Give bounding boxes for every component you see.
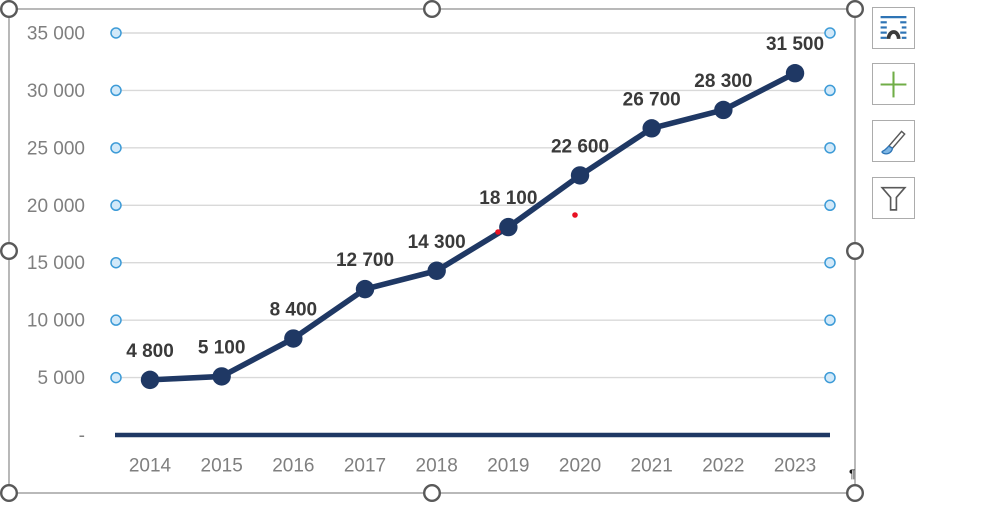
- data-point-marker[interactable]: [140, 370, 160, 390]
- data-point-marker[interactable]: [570, 166, 590, 185]
- resize-handle-middle-right[interactable]: [846, 241, 865, 260]
- data-point-marker[interactable]: [642, 119, 661, 138]
- red-dot: [572, 212, 578, 218]
- x-axis-tick-label[interactable]: 2020: [559, 456, 601, 477]
- data-point-marker[interactable]: [355, 279, 375, 299]
- resize-handle-bottom-left[interactable]: [0, 484, 18, 502]
- resize-handle-top-left[interactable]: [0, 0, 18, 18]
- data-point-marker[interactable]: [499, 217, 518, 237]
- data-point-marker[interactable]: [212, 367, 231, 386]
- data-point-marker[interactable]: [427, 261, 446, 280]
- x-axis-tick-label[interactable]: 2014: [129, 456, 172, 477]
- gridline-selection-handle[interactable]: [824, 371, 836, 384]
- data-label[interactable]: 5 100: [198, 337, 246, 358]
- gridline-selection-handle[interactable]: [824, 142, 836, 154]
- data-label[interactable]: 14 300: [408, 232, 466, 253]
- resize-handle-top-center[interactable]: [423, 0, 441, 18]
- resize-handle-bottom-center[interactable]: [423, 484, 442, 503]
- y-axis-tick-label[interactable]: 30 000: [27, 81, 85, 102]
- chart-styles-button[interactable]: [872, 120, 915, 162]
- gridline-selection-handle[interactable]: [110, 199, 122, 212]
- x-axis-tick-label[interactable]: 2019: [487, 456, 529, 477]
- y-axis-tick-label[interactable]: 5 000: [37, 368, 85, 389]
- gridline-selection-handle[interactable]: [110, 27, 122, 39]
- chart-elements-button[interactable]: [872, 63, 915, 105]
- data-label[interactable]: 26 700: [623, 89, 681, 110]
- gridline-selection-handle[interactable]: [110, 84, 122, 97]
- data-label[interactable]: 8 400: [270, 300, 318, 321]
- layout-options-button[interactable]: [872, 7, 915, 49]
- gridline-selection-handle[interactable]: [824, 256, 836, 269]
- y-axis-tick-label[interactable]: 25 000: [27, 138, 85, 159]
- x-axis-tick-label[interactable]: 2015: [201, 456, 243, 477]
- y-axis-tick-label[interactable]: 20 000: [27, 196, 85, 217]
- paragraph-mark: ¶: [849, 467, 856, 481]
- x-axis-tick-label[interactable]: 2022: [702, 456, 744, 477]
- gridline-selection-handle[interactable]: [110, 256, 122, 269]
- gridline-selection-handle[interactable]: [110, 371, 122, 384]
- gridline-selection-handle[interactable]: [110, 142, 122, 154]
- resize-handle-top-right[interactable]: [846, 0, 864, 18]
- gridline-selection-handle[interactable]: [824, 199, 836, 212]
- data-point-marker[interactable]: [284, 329, 303, 348]
- x-axis-tick-label[interactable]: 2017: [344, 456, 386, 477]
- x-axis-tick-label[interactable]: 2016: [272, 456, 314, 477]
- x-axis-tick-label[interactable]: 2021: [631, 456, 673, 477]
- layout-options-icon: [880, 15, 907, 39]
- gridline-selection-handle[interactable]: [824, 27, 836, 39]
- gridline-selection-handle[interactable]: [110, 314, 122, 326]
- data-label[interactable]: 28 300: [694, 71, 752, 92]
- data-point-marker[interactable]: [785, 63, 805, 83]
- y-axis-tick-label[interactable]: 15 000: [27, 253, 85, 274]
- resize-handle-middle-left[interactable]: [0, 242, 18, 260]
- y-axis-tick-label[interactable]: 35 000: [27, 23, 85, 44]
- chart-filters-button[interactable]: [872, 177, 915, 219]
- y-axis-tick-label[interactable]: -: [79, 426, 85, 447]
- data-label[interactable]: 18 100: [479, 188, 537, 209]
- x-axis-tick-label[interactable]: 2018: [416, 456, 458, 477]
- gridline-selection-handle[interactable]: [824, 314, 836, 326]
- resize-handle-bottom-right[interactable]: [846, 484, 865, 503]
- gridline-selection-handle[interactable]: [824, 84, 836, 97]
- data-label[interactable]: 22 600: [551, 136, 609, 157]
- plus-icon: [880, 71, 907, 97]
- red-dot: [495, 229, 501, 235]
- paintbrush-icon: [881, 129, 906, 154]
- x-axis-tick-label[interactable]: 2023: [774, 456, 816, 477]
- data-series-line[interactable]: [147, 70, 798, 383]
- data-point-marker[interactable]: [714, 100, 733, 120]
- y-axis-tick-label[interactable]: 10 000: [27, 311, 85, 332]
- data-label[interactable]: 12 700: [336, 250, 394, 271]
- funnel-icon: [880, 186, 907, 211]
- data-label[interactable]: 4 800: [126, 341, 174, 362]
- data-label[interactable]: 31 500: [766, 34, 824, 55]
